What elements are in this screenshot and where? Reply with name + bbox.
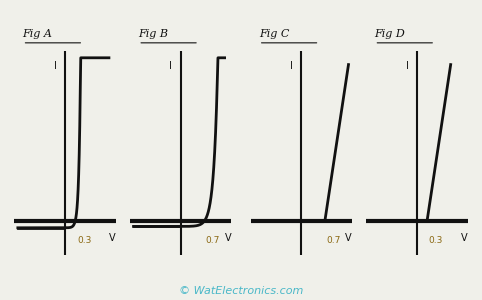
Text: I: I xyxy=(406,61,408,71)
Text: 0.7: 0.7 xyxy=(326,236,340,245)
Text: 0.3: 0.3 xyxy=(428,236,442,245)
Text: Fig B: Fig B xyxy=(138,29,168,39)
Text: © WatElectronics.com: © WatElectronics.com xyxy=(179,286,303,296)
Text: V: V xyxy=(109,233,116,243)
Text: Fig D: Fig D xyxy=(375,29,405,39)
Text: 0.7: 0.7 xyxy=(205,236,220,245)
Text: 0.3: 0.3 xyxy=(77,236,91,245)
Text: I: I xyxy=(170,61,173,71)
Text: I: I xyxy=(290,61,293,71)
Text: Fig A: Fig A xyxy=(23,29,53,39)
Text: I: I xyxy=(54,61,56,71)
Text: V: V xyxy=(345,233,352,243)
Text: V: V xyxy=(225,233,231,243)
Text: V: V xyxy=(461,233,468,243)
Text: Fig C: Fig C xyxy=(259,29,289,39)
